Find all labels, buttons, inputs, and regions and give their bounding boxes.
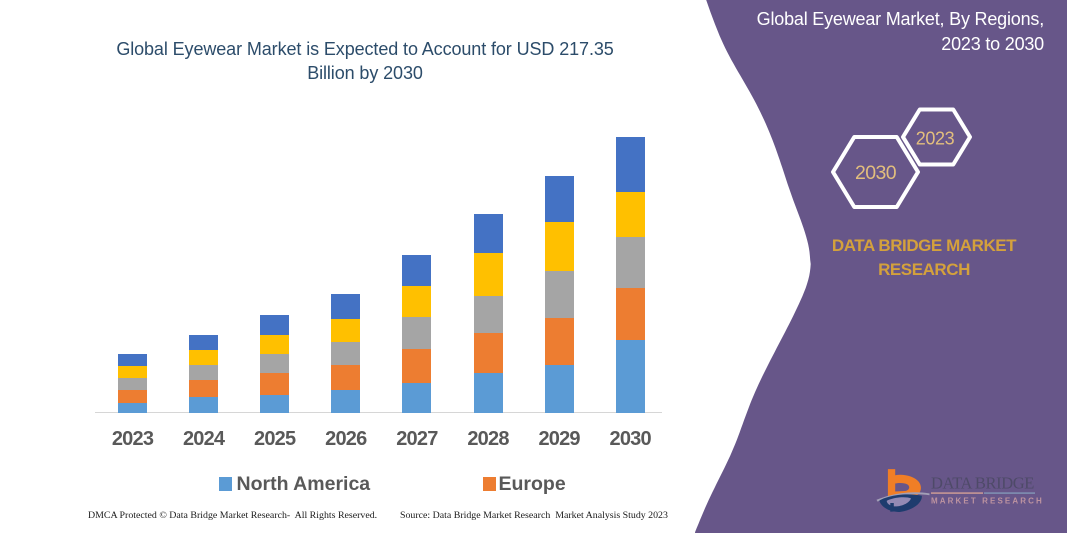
svg-text:DATA BRIDGE: DATA BRIDGE	[931, 474, 1034, 493]
svg-text:2030: 2030	[855, 162, 897, 184]
svg-text:MARKET RESEARCH: MARKET RESEARCH	[931, 497, 1044, 506]
svg-text:2023: 2023	[916, 129, 955, 149]
